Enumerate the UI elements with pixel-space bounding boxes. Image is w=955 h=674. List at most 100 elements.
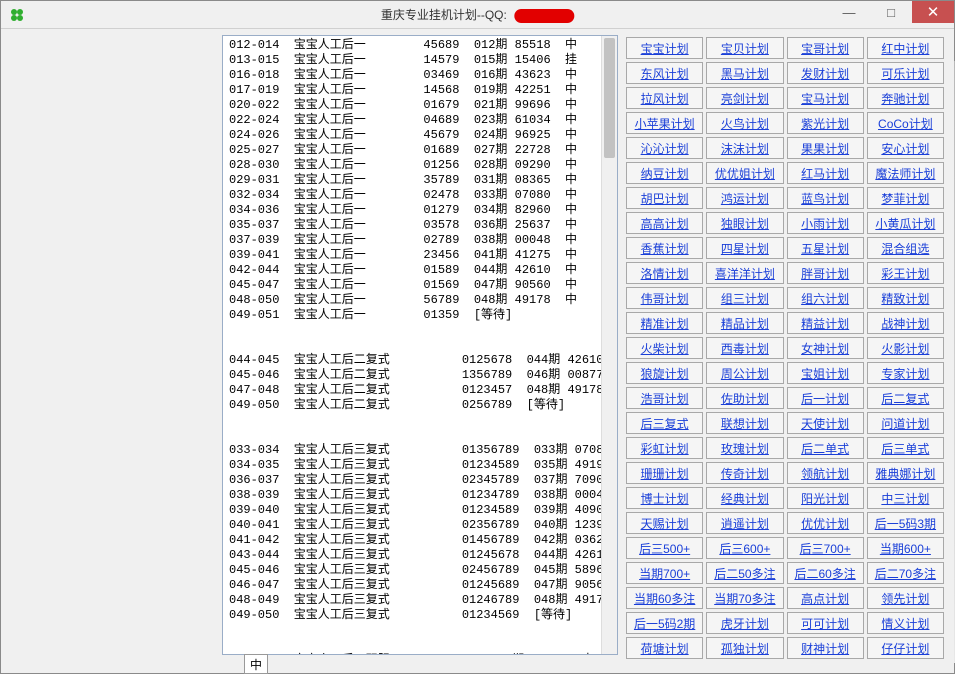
- plan-button[interactable]: 独眼计划: [706, 212, 783, 234]
- plan-button[interactable]: 宝哥计划: [787, 37, 864, 59]
- plan-button[interactable]: 仔仔计划: [867, 637, 944, 659]
- plan-button[interactable]: 联想计划: [706, 412, 783, 434]
- plan-button[interactable]: 蓝鸟计划: [787, 187, 864, 209]
- plan-button[interactable]: 战神计划: [867, 312, 944, 334]
- plan-button[interactable]: 东风计划: [626, 62, 703, 84]
- plan-button[interactable]: 高点计划: [787, 587, 864, 609]
- plan-button[interactable]: 紫光计划: [787, 112, 864, 134]
- plan-button[interactable]: 可乐计划: [867, 62, 944, 84]
- plan-button[interactable]: 彩虹计划: [626, 437, 703, 459]
- plan-button[interactable]: 孤独计划: [706, 637, 783, 659]
- plan-button[interactable]: 领航计划: [787, 462, 864, 484]
- plan-button[interactable]: CoCo计划: [867, 112, 944, 134]
- plan-button[interactable]: 西毒计划: [706, 337, 783, 359]
- plan-button[interactable]: 领先计划: [867, 587, 944, 609]
- plan-button[interactable]: 组三计划: [706, 287, 783, 309]
- plan-button[interactable]: 组六计划: [787, 287, 864, 309]
- plan-button[interactable]: 红中计划: [867, 37, 944, 59]
- plan-button[interactable]: 财神计划: [787, 637, 864, 659]
- plan-button[interactable]: 四星计划: [706, 237, 783, 259]
- plan-button[interactable]: 黑马计划: [706, 62, 783, 84]
- plan-button[interactable]: 伟哥计划: [626, 287, 703, 309]
- plan-button[interactable]: 周公计划: [706, 362, 783, 384]
- plan-button[interactable]: 专家计划: [867, 362, 944, 384]
- plan-button[interactable]: 洛情计划: [626, 262, 703, 284]
- plan-button[interactable]: 后二50多注: [706, 562, 783, 584]
- titlebar[interactable]: 重庆专业挂机计划--QQ: — □ ✕: [1, 1, 954, 29]
- plan-button[interactable]: 后二复式: [867, 387, 944, 409]
- plan-button[interactable]: 后三500+: [626, 537, 703, 559]
- plan-button[interactable]: 鸿运计划: [706, 187, 783, 209]
- plan-button[interactable]: 博士计划: [626, 487, 703, 509]
- plan-button[interactable]: 珊珊计划: [626, 462, 703, 484]
- plan-button[interactable]: 优优姐计划: [706, 162, 783, 184]
- plan-button[interactable]: 后一5码2期: [626, 612, 703, 634]
- plan-button[interactable]: 天使计划: [787, 412, 864, 434]
- plan-button[interactable]: 问道计划: [867, 412, 944, 434]
- plan-button[interactable]: 后三复式: [626, 412, 703, 434]
- plan-button[interactable]: 小雨计划: [787, 212, 864, 234]
- plan-button[interactable]: 宝贝计划: [706, 37, 783, 59]
- plan-button[interactable]: 阳光计划: [787, 487, 864, 509]
- minimize-button[interactable]: —: [828, 1, 870, 23]
- plan-button[interactable]: 后三600+: [706, 537, 783, 559]
- plan-button[interactable]: 情义计划: [867, 612, 944, 634]
- plan-button[interactable]: 小黄瓜计划: [867, 212, 944, 234]
- plan-button[interactable]: 中三计划: [867, 487, 944, 509]
- plan-button[interactable]: 经典计划: [706, 487, 783, 509]
- plan-button[interactable]: 佐助计划: [706, 387, 783, 409]
- plan-button[interactable]: 小苹果计划: [626, 112, 703, 134]
- plan-button[interactable]: 喜洋洋计划: [706, 262, 783, 284]
- plan-button[interactable]: 安心计划: [867, 137, 944, 159]
- plan-button[interactable]: 梦菲计划: [867, 187, 944, 209]
- scrollbar[interactable]: [601, 36, 617, 654]
- plan-button[interactable]: 香蕉计划: [626, 237, 703, 259]
- scroll-thumb[interactable]: [604, 38, 615, 158]
- plan-button[interactable]: 胖哥计划: [787, 262, 864, 284]
- plan-button[interactable]: 沫沫计划: [706, 137, 783, 159]
- plan-button[interactable]: 五星计划: [787, 237, 864, 259]
- plan-button[interactable]: 逍遥计划: [706, 512, 783, 534]
- plan-button[interactable]: 后一5码3期: [867, 512, 944, 534]
- plan-button[interactable]: 彩王计划: [867, 262, 944, 284]
- plan-button[interactable]: 魔法师计划: [867, 162, 944, 184]
- maximize-button[interactable]: □: [870, 1, 912, 23]
- plan-button[interactable]: 后三700+: [787, 537, 864, 559]
- plan-button[interactable]: 后一计划: [787, 387, 864, 409]
- plan-button[interactable]: 传奇计划: [706, 462, 783, 484]
- plan-button[interactable]: 精品计划: [706, 312, 783, 334]
- plan-button[interactable]: 红马计划: [787, 162, 864, 184]
- plan-button[interactable]: 沁沁计划: [626, 137, 703, 159]
- plan-button[interactable]: 当期700+: [626, 562, 703, 584]
- plan-button[interactable]: 精益计划: [787, 312, 864, 334]
- plan-button[interactable]: 可可计划: [787, 612, 864, 634]
- plan-button[interactable]: 玫瑰计划: [706, 437, 783, 459]
- plan-button[interactable]: 狼旋计划: [626, 362, 703, 384]
- plan-button[interactable]: 拉风计划: [626, 87, 703, 109]
- plan-button[interactable]: 火影计划: [867, 337, 944, 359]
- plan-button[interactable]: 亮剑计划: [706, 87, 783, 109]
- plan-button[interactable]: 浩哥计划: [626, 387, 703, 409]
- plan-button[interactable]: 高高计划: [626, 212, 703, 234]
- plan-button[interactable]: 当期70多注: [706, 587, 783, 609]
- plan-button[interactable]: 奔驰计划: [867, 87, 944, 109]
- plan-button[interactable]: 后二单式: [787, 437, 864, 459]
- plan-button[interactable]: 后二70多注: [867, 562, 944, 584]
- plan-button[interactable]: 荷塘计划: [626, 637, 703, 659]
- plan-button[interactable]: 优优计划: [787, 512, 864, 534]
- plan-button[interactable]: 发财计划: [787, 62, 864, 84]
- plan-button[interactable]: 后三单式: [867, 437, 944, 459]
- plan-button[interactable]: 宝马计划: [787, 87, 864, 109]
- plan-button[interactable]: 虎牙计划: [706, 612, 783, 634]
- plan-button[interactable]: 火柴计划: [626, 337, 703, 359]
- plan-button[interactable]: 宝姐计划: [787, 362, 864, 384]
- plan-button[interactable]: 精准计划: [626, 312, 703, 334]
- plan-button[interactable]: 后二60多注: [787, 562, 864, 584]
- plan-button[interactable]: 火鸟计划: [706, 112, 783, 134]
- plan-button[interactable]: 雅典娜计划: [867, 462, 944, 484]
- plan-button[interactable]: 当期60多注: [626, 587, 703, 609]
- plan-button[interactable]: 宝宝计划: [626, 37, 703, 59]
- plan-button[interactable]: 果果计划: [787, 137, 864, 159]
- plan-button[interactable]: 天赐计划: [626, 512, 703, 534]
- plan-button[interactable]: 当期600+: [867, 537, 944, 559]
